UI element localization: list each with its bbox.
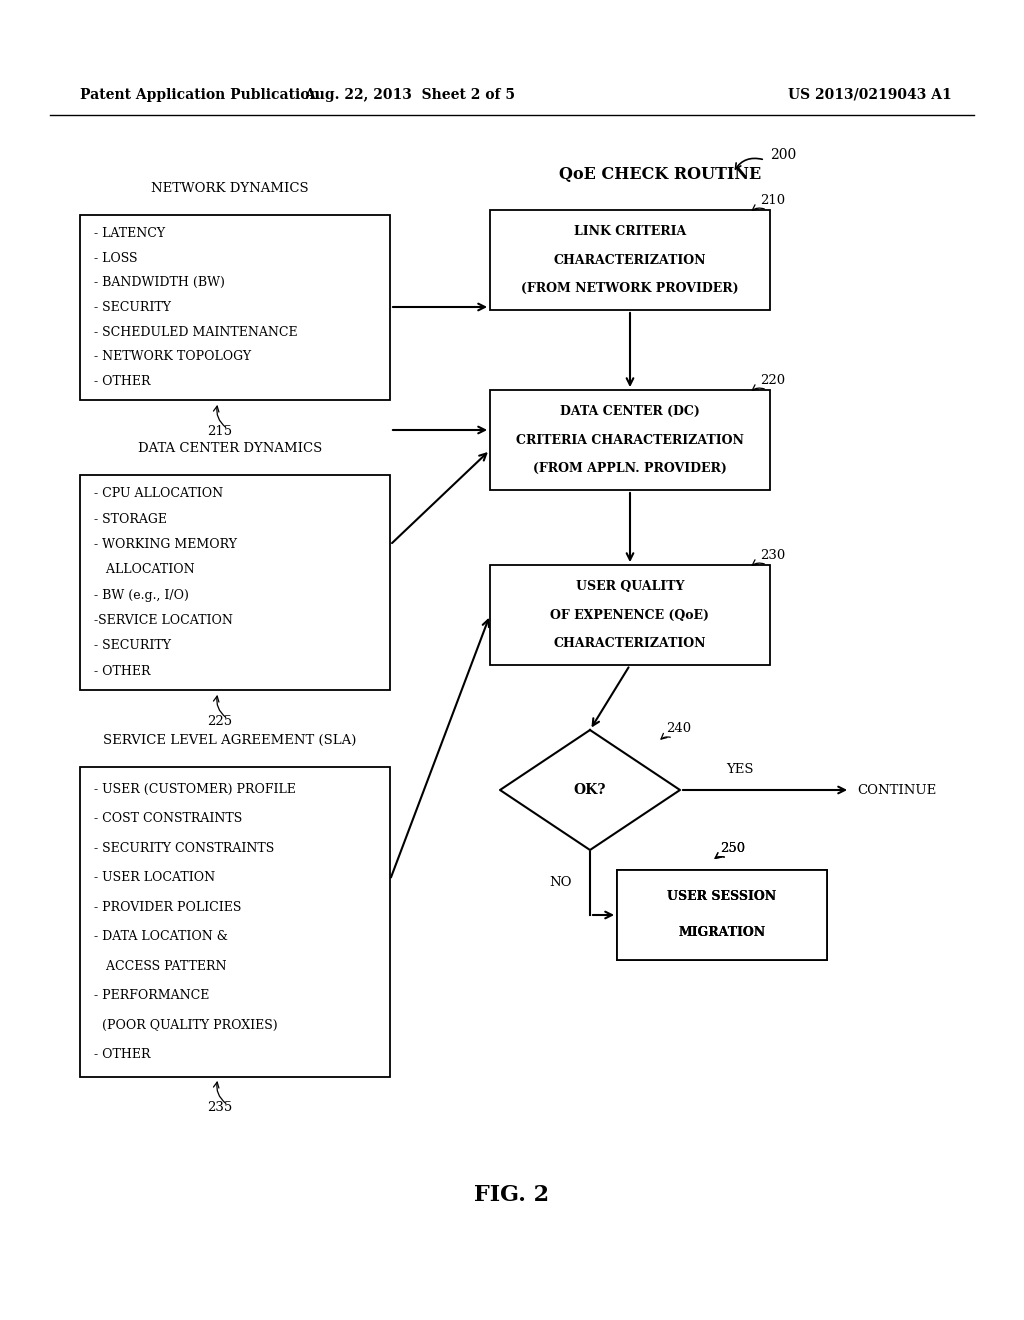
Text: Aug. 22, 2013  Sheet 2 of 5: Aug. 22, 2013 Sheet 2 of 5	[304, 88, 515, 102]
Text: - DATA LOCATION &: - DATA LOCATION &	[94, 931, 228, 944]
Text: 225: 225	[208, 715, 232, 729]
Text: DATA CENTER (DC): DATA CENTER (DC)	[560, 405, 700, 418]
Text: OK?: OK?	[573, 783, 606, 797]
Text: - WORKING MEMORY: - WORKING MEMORY	[94, 539, 237, 550]
Text: 250: 250	[720, 842, 745, 855]
Text: SERVICE LEVEL AGREEMENT (SLA): SERVICE LEVEL AGREEMENT (SLA)	[103, 734, 356, 747]
Bar	[617, 870, 827, 960]
Text: OF EXPENENCE (QoE): OF EXPENENCE (QoE)	[551, 609, 710, 622]
Text: 235: 235	[208, 1101, 232, 1114]
Text: (FROM APPLN. PROVIDER): (FROM APPLN. PROVIDER)	[534, 462, 727, 475]
Text: 210: 210	[760, 194, 785, 207]
Text: DATA CENTER DYNAMICS: DATA CENTER DYNAMICS	[138, 442, 323, 455]
Text: Patent Application Publication: Patent Application Publication	[80, 88, 319, 102]
Text: - LATENCY: - LATENCY	[94, 227, 165, 240]
Bar	[617, 870, 827, 960]
Text: - OTHER: - OTHER	[94, 375, 151, 388]
Text: - BW (e.g., I/O): - BW (e.g., I/O)	[94, 589, 188, 602]
Bar	[490, 389, 770, 490]
Bar	[490, 210, 770, 310]
Text: CONTINUE: CONTINUE	[857, 784, 936, 796]
Text: ALLOCATION: ALLOCATION	[94, 564, 195, 577]
Text: YES: YES	[726, 763, 754, 776]
Text: -SERVICE LOCATION: -SERVICE LOCATION	[94, 614, 232, 627]
Text: - COST CONSTRAINTS: - COST CONSTRAINTS	[94, 812, 243, 825]
Bar	[80, 475, 390, 690]
Text: - SECURITY: - SECURITY	[94, 639, 171, 652]
Text: - OTHER: - OTHER	[94, 664, 151, 677]
Text: 250: 250	[720, 842, 745, 855]
Text: NO: NO	[550, 876, 572, 890]
Text: MIGRATION: MIGRATION	[679, 927, 766, 940]
Text: FIG. 2: FIG. 2	[474, 1184, 550, 1206]
Text: - USER (CUSTOMER) PROFILE: - USER (CUSTOMER) PROFILE	[94, 783, 296, 796]
Text: MIGRATION: MIGRATION	[679, 927, 766, 940]
Bar	[490, 565, 770, 665]
Text: - PROVIDER POLICIES: - PROVIDER POLICIES	[94, 900, 242, 913]
Text: 200: 200	[770, 148, 797, 162]
Text: - STORAGE: - STORAGE	[94, 512, 167, 525]
Polygon shape	[500, 730, 680, 850]
Text: NETWORK DYNAMICS: NETWORK DYNAMICS	[152, 182, 309, 195]
Text: - SCHEDULED MAINTENANCE: - SCHEDULED MAINTENANCE	[94, 326, 298, 339]
Text: - LOSS: - LOSS	[94, 252, 137, 265]
Bar	[80, 767, 390, 1077]
Text: 220: 220	[760, 374, 785, 387]
Text: (POOR QUALITY PROXIES): (POOR QUALITY PROXIES)	[94, 1019, 278, 1032]
Text: USER SESSION: USER SESSION	[668, 891, 776, 903]
Text: CHARACTERIZATION: CHARACTERIZATION	[554, 253, 707, 267]
Text: ACCESS PATTERN: ACCESS PATTERN	[94, 960, 226, 973]
Text: CRITERIA CHARACTERIZATION: CRITERIA CHARACTERIZATION	[516, 433, 744, 446]
Text: - CPU ALLOCATION: - CPU ALLOCATION	[94, 487, 223, 500]
Bar	[80, 215, 390, 400]
Text: USER QUALITY: USER QUALITY	[575, 579, 684, 593]
Text: - PERFORMANCE: - PERFORMANCE	[94, 989, 209, 1002]
Text: - USER LOCATION: - USER LOCATION	[94, 871, 215, 884]
Text: - SECURITY CONSTRAINTS: - SECURITY CONSTRAINTS	[94, 842, 274, 854]
Text: (FROM NETWORK PROVIDER): (FROM NETWORK PROVIDER)	[521, 282, 738, 296]
Text: QoE CHECK ROUTINE: QoE CHECK ROUTINE	[559, 166, 761, 183]
Text: - SECURITY: - SECURITY	[94, 301, 171, 314]
Text: CHARACTERIZATION: CHARACTERIZATION	[554, 638, 707, 649]
Text: - NETWORK TOPOLOGY: - NETWORK TOPOLOGY	[94, 350, 251, 363]
Text: US 2013/0219043 A1: US 2013/0219043 A1	[788, 88, 952, 102]
Text: USER SESSION: USER SESSION	[668, 891, 776, 903]
Text: 230: 230	[760, 549, 785, 562]
Text: - OTHER: - OTHER	[94, 1048, 151, 1061]
Text: LINK CRITERIA: LINK CRITERIA	[573, 224, 686, 238]
Text: 215: 215	[208, 425, 232, 438]
Text: 240: 240	[666, 722, 691, 735]
Text: - BANDWIDTH (BW): - BANDWIDTH (BW)	[94, 276, 225, 289]
